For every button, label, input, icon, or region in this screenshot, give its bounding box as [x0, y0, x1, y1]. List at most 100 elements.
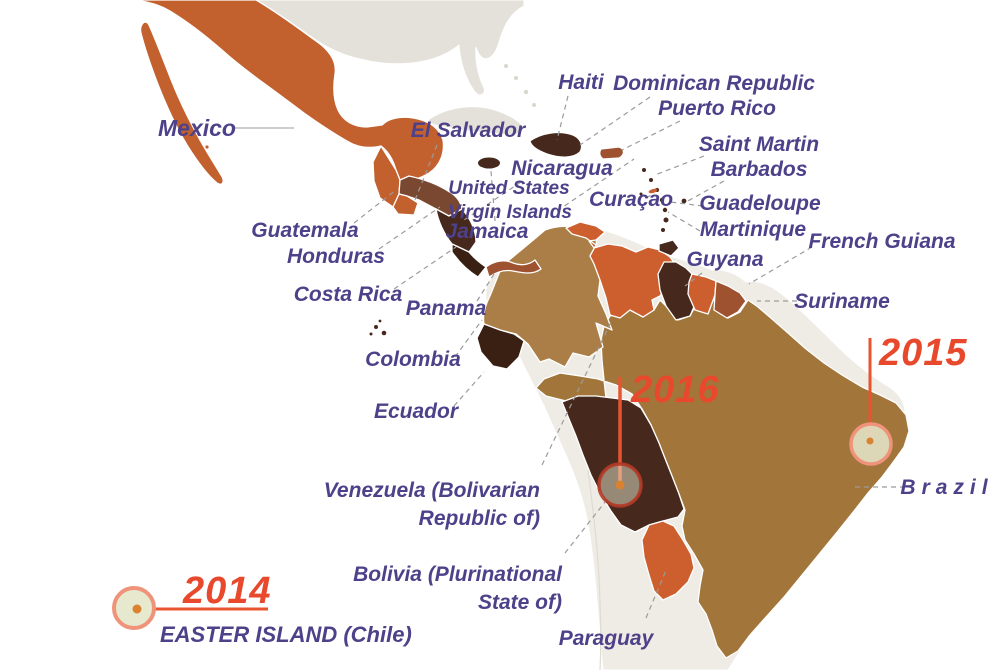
- island-galapagos: [378, 319, 382, 323]
- leader-bolivia: [564, 501, 606, 554]
- island-group: [190, 130, 687, 336]
- island-pacific-islet: [205, 145, 209, 149]
- label-venezuela-line2: Republic of): [419, 507, 540, 530]
- country-paraguay: [641, 520, 695, 601]
- leader-ecuador: [453, 371, 485, 407]
- label-guatemala: Guatemala: [251, 219, 359, 242]
- country-french-guiana: [713, 280, 747, 319]
- island-aruba: [639, 192, 643, 196]
- label-guadeloupe: Guadeloupe: [699, 192, 821, 215]
- label-ecuador: Ecuador: [374, 400, 460, 423]
- label-paraguay: Paraguay: [559, 627, 655, 650]
- label-curacao: Curaçao: [589, 188, 673, 211]
- leader-line-group: [233, 95, 905, 619]
- landmass-cuba: [427, 106, 523, 136]
- leader-barbados: [685, 180, 725, 203]
- marker-2016: [597, 377, 643, 508]
- leader-panama: [476, 270, 497, 302]
- country-el-salvador: [392, 193, 419, 216]
- label-suriname: Suriname: [794, 290, 890, 313]
- island-trinidad: [658, 239, 680, 257]
- label-jamaica: Jamaica: [446, 220, 529, 243]
- label-puerto-rico: Puerto Rico: [658, 97, 776, 120]
- leader-martinique: [667, 211, 701, 232]
- label-easter-island: EASTER ISLAND (Chile): [160, 622, 412, 647]
- label-bolivia-line1: Bolivia (Plurinational: [353, 563, 563, 586]
- country-panama: [485, 259, 542, 278]
- label-guyana: Guyana: [686, 248, 763, 271]
- island-lesser-antilles: [663, 217, 669, 223]
- label-colombia: Colombia: [365, 348, 461, 371]
- leader-virgin-islands: [556, 158, 635, 212]
- leader-el-salvador: [414, 144, 438, 201]
- island-pacific-islet: [190, 130, 194, 134]
- leader-haiti: [556, 95, 569, 141]
- leader-honduras: [378, 206, 441, 250]
- label-french-guiana: French Guiana: [808, 230, 955, 253]
- leader-guyana: [684, 272, 703, 287]
- label-martinique: Martinique: [700, 218, 806, 241]
- label-dominican-republic: Dominican Republic: [613, 72, 815, 95]
- island-galapagos: [369, 332, 373, 336]
- label-haiti: Haiti: [558, 71, 605, 94]
- label-united-states: United States: [448, 178, 569, 199]
- label-panama: Panama: [406, 297, 487, 320]
- label-el-salvador: El Salvador: [411, 119, 527, 142]
- marker-2016-dot: [615, 480, 625, 490]
- year-label-2015: 2015: [878, 332, 968, 374]
- island-curacao: [648, 188, 658, 194]
- country-guyana: [657, 261, 697, 321]
- island-lesser-antilles: [649, 178, 653, 182]
- island-jamaica: [478, 157, 500, 169]
- landmass-usa: [255, 0, 525, 96]
- marker-2014: [112, 586, 268, 630]
- island-galapagos: [374, 325, 378, 329]
- island-lesser-antilles: [662, 207, 668, 213]
- label-barbados: Barbados: [711, 158, 808, 181]
- year-label-group: 2014 2015 2016: [182, 332, 968, 612]
- island-galapagos: [381, 330, 387, 336]
- island-bahamas: [504, 64, 508, 68]
- label-mexico: Mexico: [158, 115, 236, 141]
- marker-2014-dot: [132, 604, 142, 614]
- country-nicaragua: [435, 208, 477, 253]
- label-brazil: Brazil: [900, 476, 993, 499]
- leader-curacao: [645, 193, 654, 199]
- marker-2015: [849, 338, 893, 466]
- border-chile-argentina: [587, 469, 602, 670]
- country-mexico-baja: [139, 21, 224, 185]
- island-bahamas: [514, 76, 518, 80]
- island-bahamas: [523, 89, 529, 95]
- label-venezuela-line1: Venezuela (Bolivarian: [324, 479, 540, 502]
- island-lesser-antilles: [642, 168, 646, 172]
- leader-guatemala: [353, 189, 397, 224]
- leader-colombia: [454, 319, 483, 358]
- label-saint-martin: Saint Martin: [699, 133, 819, 156]
- island-lesser-antilles: [659, 197, 665, 203]
- island-barbados: [681, 198, 687, 204]
- island-lesser-antilles: [661, 228, 665, 232]
- leader-saint-martin: [654, 155, 705, 176]
- label-bolivia-line2: State of): [478, 591, 562, 614]
- label-honduras: Honduras: [287, 245, 385, 268]
- leader-dominican-republic: [579, 96, 651, 146]
- island-puerto-rico: [599, 146, 625, 160]
- marker-2015-dot: [866, 437, 874, 445]
- leader-guadeloupe: [669, 201, 704, 207]
- leader-puerto-rico: [621, 120, 681, 151]
- island-bahamas: [532, 103, 536, 107]
- label-virgin-islands: Virgin Islands: [448, 202, 572, 223]
- label-nicaragua: Nicaragua: [511, 157, 613, 180]
- country-suriname: [687, 273, 717, 315]
- year-label-2014: 2014: [182, 570, 272, 612]
- leader-paraguay: [645, 567, 668, 619]
- country-group: [132, 0, 910, 659]
- year-label-2016: 2016: [630, 369, 720, 411]
- leader-costa-rica: [393, 246, 457, 290]
- country-costa-rica: [451, 243, 487, 278]
- leader-french-guiana: [748, 246, 813, 285]
- leader-nicaragua: [463, 181, 522, 221]
- label-costa-rica: Costa Rica: [294, 283, 403, 306]
